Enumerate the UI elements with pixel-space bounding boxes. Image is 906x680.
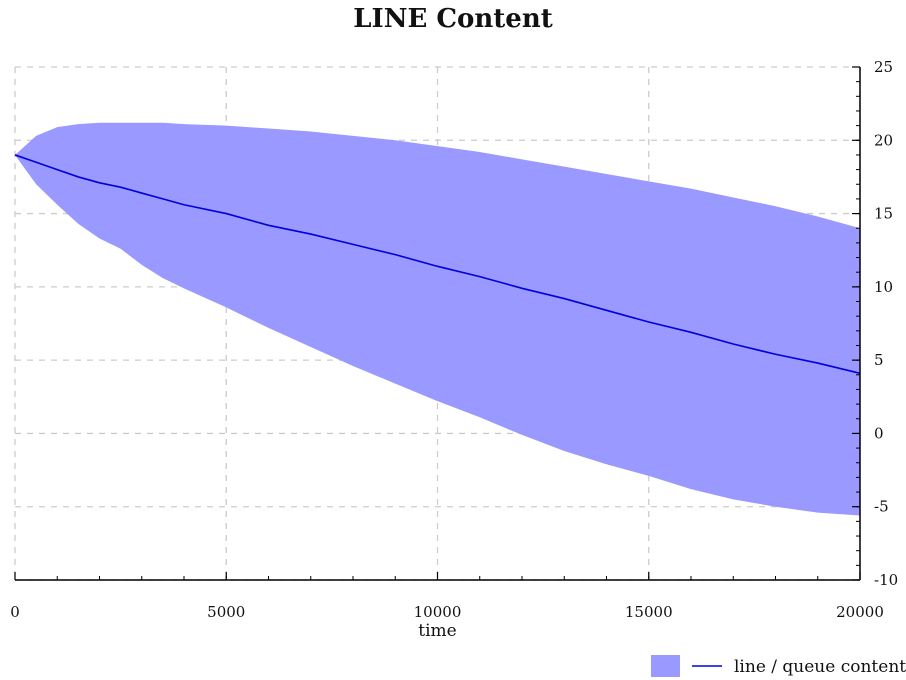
x-tick-label: 10000 [414,603,462,621]
x-axis-label: time [418,621,456,641]
queue-content-line [14,154,861,375]
y-tick-label: 5 [874,351,884,369]
x-tick-label: 5000 [207,603,245,621]
y-tick-label: 0 [874,424,884,442]
axes: 0 5000 10000 15000 20000 -10 -5 0 5 10 15 20 25 [10,58,898,621]
y-tick-label: 15 [874,205,893,223]
queue-content-range-band [15,122,860,516]
legend-label-queue-content: line / queue content [734,657,906,677]
x-tick-label: 0 [10,603,20,621]
chart-title: LINE Content [353,4,553,34]
legend: line / queue content [651,655,906,677]
y-tick-label: -10 [874,571,898,589]
y-tick-label: 25 [874,58,893,76]
y-tick-label: -5 [874,498,889,516]
x-tick-label: 15000 [625,603,673,621]
x-tick-label: 20000 [836,603,884,621]
legend-band-swatch [651,655,680,677]
y-tick-label: 20 [874,131,893,149]
y-tick-label: 10 [874,278,893,296]
